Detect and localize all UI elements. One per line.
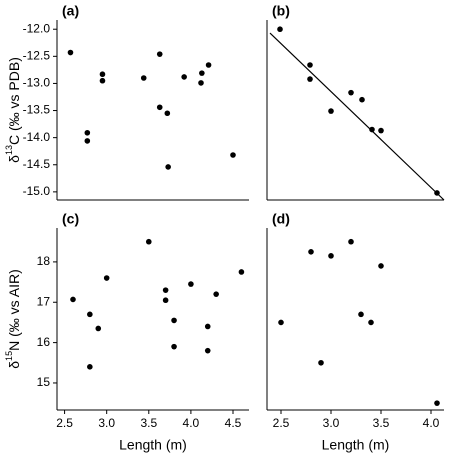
y-label-prefix: δ [6, 155, 22, 163]
y-tick-label: 17 [37, 294, 51, 308]
point [171, 343, 177, 350]
point [164, 110, 171, 117]
point [238, 269, 245, 275]
point [171, 317, 177, 324]
point [278, 319, 284, 326]
point [318, 359, 324, 366]
point [308, 249, 314, 255]
point [84, 138, 91, 144]
point [213, 291, 219, 297]
panel-title: (a) [62, 3, 79, 19]
point [328, 253, 334, 259]
y-tick-label: -15.0 [23, 184, 51, 198]
point [328, 108, 334, 114]
y-label-rest: C (‰ vs PDB) [6, 57, 22, 145]
x-tick-label: 3.5 [140, 416, 157, 430]
point [230, 152, 236, 158]
x-axis-label: Length (m) [119, 437, 187, 453]
y-tick-label: -13.5 [23, 103, 51, 117]
point [348, 238, 354, 245]
x-tick-label: 4.0 [423, 416, 440, 430]
y-tick-label: 18 [37, 254, 51, 268]
point [277, 26, 283, 33]
point [156, 104, 163, 111]
point [348, 89, 354, 96]
point [204, 347, 211, 354]
panel-title: (b) [272, 3, 290, 19]
fit-line [269, 32, 445, 201]
point [67, 49, 74, 56]
panel-title: (d) [272, 211, 290, 227]
point [87, 311, 93, 318]
point [162, 287, 169, 293]
point [156, 51, 163, 57]
x-tick-label: 3.0 [98, 416, 115, 430]
point [359, 96, 365, 103]
panel-title: (c) [62, 211, 79, 227]
point [84, 129, 91, 136]
point [307, 62, 313, 68]
x-tick-label: 2.5 [273, 416, 290, 430]
point [307, 76, 313, 82]
point [140, 75, 147, 81]
y-axis-label: δ13C (‰ vs PDB) [4, 57, 21, 163]
point [198, 80, 204, 86]
x-tick-label: 2.5 [56, 416, 73, 430]
point [378, 127, 384, 134]
point [99, 71, 106, 78]
point [165, 164, 171, 170]
y-label-sup: 15 [4, 351, 14, 361]
x-tick-label: 4.0 [183, 416, 200, 430]
point [368, 319, 374, 326]
y-label-sup: 13 [4, 145, 14, 155]
y-label-rest: N (‰ vs AIR) [6, 269, 22, 351]
y-axis-label: δ15N (‰ vs AIR) [4, 269, 21, 368]
x-tick-label: 4.5 [225, 416, 242, 430]
point [378, 263, 384, 269]
point [95, 325, 102, 332]
y-tick-label: -14.0 [23, 130, 51, 144]
point [205, 62, 212, 68]
point [145, 238, 152, 245]
y-label-prefix: δ [6, 361, 22, 369]
point [162, 297, 169, 304]
y-tick-label: -12.0 [23, 21, 51, 35]
y-tick-label: -12.5 [23, 48, 51, 62]
x-tick-label: 3.0 [323, 416, 340, 430]
point [87, 364, 93, 370]
point [199, 70, 205, 76]
point [181, 74, 187, 80]
point [188, 281, 194, 287]
point [70, 296, 76, 303]
point [434, 400, 440, 406]
x-tick-label: 3.5 [373, 416, 390, 430]
y-tick-label: 15 [37, 375, 51, 389]
point [369, 126, 375, 133]
x-axis-label: Length (m) [322, 437, 390, 453]
y-tick-label: -13.0 [23, 76, 51, 90]
point [103, 275, 110, 281]
point [204, 323, 211, 330]
y-tick-label: -14.5 [23, 157, 51, 171]
point [99, 77, 106, 84]
y-tick-label: 16 [37, 335, 51, 349]
point [358, 311, 364, 318]
